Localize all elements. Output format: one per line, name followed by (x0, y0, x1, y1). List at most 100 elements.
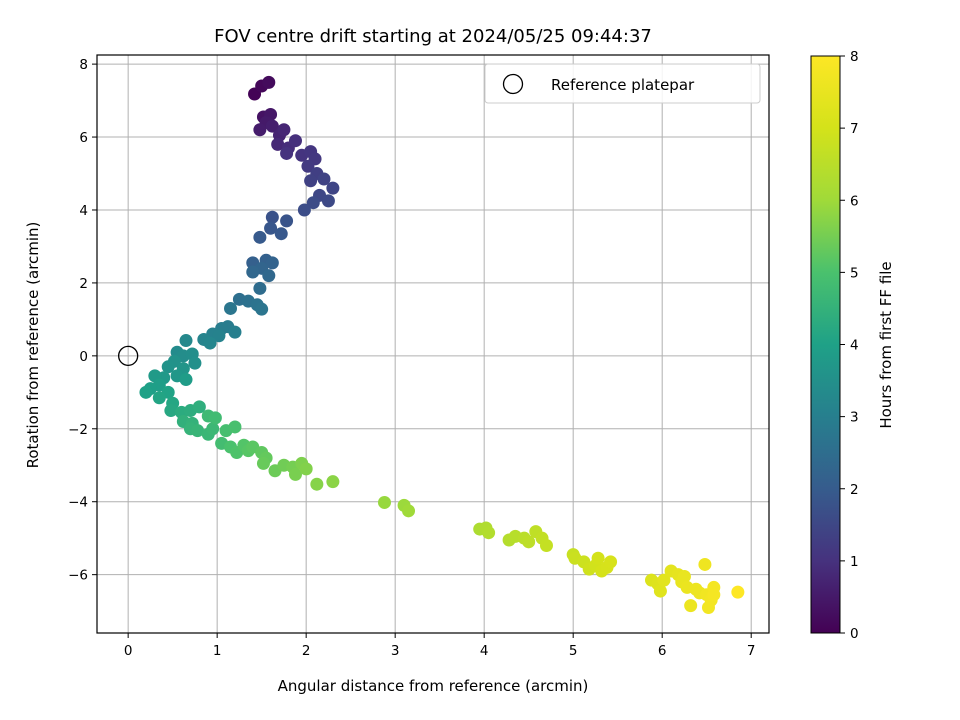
y-tick-label: 8 (79, 57, 88, 73)
data-point (657, 573, 671, 587)
legend: Reference platepar (484, 63, 761, 104)
data-points (139, 75, 745, 614)
data-point (591, 551, 605, 565)
x-tick-label: 3 (391, 643, 400, 659)
data-point (253, 230, 267, 244)
plot-frame (96, 54, 770, 634)
data-point (179, 373, 193, 387)
data-point (206, 422, 220, 436)
colorbar-tick-label: 4 (850, 338, 859, 354)
colorbar-tick-label: 6 (850, 193, 859, 209)
y-axis-label: Rotation from reference (arcmin) (24, 222, 42, 469)
y-axis-ticks: −6 −4 −2 0 2 4 6 8 (68, 57, 97, 584)
data-point (304, 174, 318, 188)
x-tick-label: 6 (658, 643, 667, 659)
data-point (684, 599, 698, 613)
data-point (179, 334, 193, 348)
x-axis-label: Angular distance from reference (arcmin) (278, 677, 589, 695)
y-tick-label: −6 (68, 568, 88, 584)
y-tick-label: 4 (79, 203, 88, 219)
grid (97, 55, 769, 633)
data-point (228, 420, 242, 434)
data-point (164, 404, 178, 418)
data-point (253, 123, 267, 137)
x-tick-label: 2 (302, 643, 311, 659)
colorbar-tick-label: 8 (850, 49, 859, 65)
data-point (188, 356, 202, 370)
data-point (604, 555, 618, 569)
data-point (402, 504, 416, 518)
data-point (677, 569, 691, 583)
x-tick-label: 1 (213, 643, 222, 659)
data-point (139, 385, 153, 399)
data-point (255, 302, 269, 316)
colorbar-tick-label: 7 (850, 121, 859, 137)
colorbar-tick-label: 2 (850, 482, 859, 498)
data-point (288, 467, 302, 481)
data-point (152, 391, 166, 405)
data-point (299, 462, 313, 476)
y-tick-label: 0 (79, 349, 88, 365)
data-point (698, 557, 712, 571)
colorbar-tick-label: 3 (850, 410, 859, 426)
data-point (731, 585, 745, 599)
data-point (271, 137, 285, 151)
data-point (482, 526, 496, 540)
data-point (262, 269, 276, 283)
data-point (265, 119, 279, 133)
data-point (253, 281, 267, 295)
colorbar-label: Hours from first FF file (877, 261, 895, 428)
legend-marker (502, 73, 524, 95)
x-tick-label: 4 (480, 643, 489, 659)
legend-box (484, 63, 761, 104)
colorbar-tick-label: 5 (850, 265, 859, 281)
data-point (265, 256, 279, 270)
data-point (212, 329, 226, 343)
data-point (280, 214, 294, 228)
data-point (203, 336, 217, 350)
data-point (277, 123, 291, 137)
y-tick-label: 2 (79, 276, 88, 292)
data-point (208, 411, 222, 425)
data-point (288, 134, 302, 148)
legend-entry: Reference platepar (551, 76, 695, 94)
data-point (306, 196, 320, 210)
y-tick-label: 6 (79, 130, 88, 146)
data-point (297, 203, 311, 217)
reference-platepar-marker (118, 345, 139, 367)
data-point (317, 172, 331, 186)
data-point (707, 588, 721, 602)
data-point (265, 210, 279, 224)
data-point (224, 301, 238, 315)
y-tick-label: −2 (68, 422, 88, 438)
data-point (321, 194, 335, 208)
data-point (256, 456, 270, 470)
colorbar-tick-label: 0 (850, 626, 859, 642)
data-point (522, 535, 536, 549)
data-point (246, 265, 260, 279)
data-point (377, 495, 391, 509)
data-point (262, 75, 276, 89)
x-tick-label: 5 (569, 643, 578, 659)
data-point (191, 424, 205, 438)
x-tick-label: 0 (124, 643, 133, 659)
data-point (274, 227, 288, 241)
colorbar (810, 55, 841, 634)
data-point (192, 400, 206, 414)
data-point (301, 159, 315, 173)
x-axis-ticks: 0 1 2 3 4 5 6 7 (124, 633, 756, 659)
data-point (653, 584, 667, 598)
colorbar-tick-label: 1 (850, 554, 859, 570)
data-point (264, 221, 278, 235)
y-tick-label: −4 (68, 495, 88, 511)
data-point (161, 360, 175, 374)
data-point (310, 477, 324, 491)
x-tick-label: 7 (747, 643, 756, 659)
data-point (539, 538, 553, 552)
colorbar-ticks: 0 1 2 3 4 5 6 7 8 (840, 49, 859, 642)
chart-title: FOV centre drift starting at 2024/05/25 … (214, 26, 652, 47)
data-point (326, 475, 340, 489)
data-point (228, 325, 242, 339)
data-point (280, 146, 294, 160)
